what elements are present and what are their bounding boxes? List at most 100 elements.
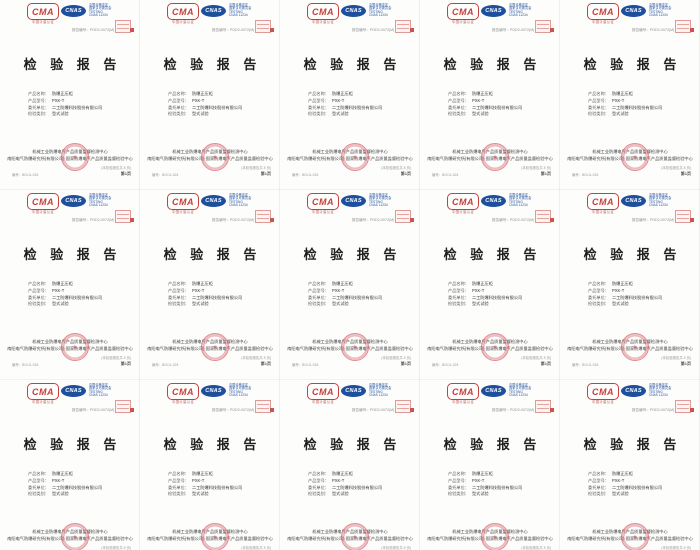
- field-row-product-model: 产品型号： PXK-T: [308, 478, 382, 485]
- cnas-line: 中国合格评定: [369, 383, 389, 387]
- footer-institution-line2: 南阳电气防爆研究所(有限公司)·国家防爆电气产品质量监督检验中心: [427, 156, 553, 161]
- cnas-line: 国家认可委员会: [89, 6, 112, 11]
- field-row-client: 委托单位： 二工防爆科技股份有限公司: [168, 295, 242, 302]
- field-label: 检验类别：: [588, 491, 609, 497]
- report-number: 报告编号：PGD2-0072(M): [492, 218, 535, 222]
- field-value: PXK-T: [471, 97, 485, 103]
- field-label: 委托单位：: [588, 484, 609, 490]
- field-row-product-name: 产品名称： 防爆正压柜: [28, 471, 102, 478]
- report-title: 检 验 报 告: [443, 247, 542, 262]
- field-value: PXK-T: [611, 97, 625, 103]
- field-value: 防爆正压柜: [191, 471, 213, 476]
- footer-institution-line1: 机械工业防爆电气产品质量监督检测中心: [32, 149, 108, 154]
- footer-institution-line1: 机械工业防爆电气产品质量监督检测中心: [32, 339, 108, 344]
- cnas-line: 国家认可委员会: [649, 6, 672, 11]
- field-value: 防爆正压柜: [471, 281, 493, 286]
- cnas-line: 国家认可委员会: [369, 386, 392, 391]
- field-row-product-model: 产品型号： PXK-T: [448, 98, 522, 105]
- report-title: 检 验 报 告: [163, 247, 262, 262]
- cma-caption: 中国计量认证: [451, 210, 475, 214]
- cnas-line: 国家认可委员会: [509, 196, 532, 201]
- footer-institution-line2: 南阳电气防爆研究所(有限公司)·国家防爆电气产品质量监督检验中心: [567, 156, 693, 161]
- field-row-test-category: 检验类别： 型式试验: [588, 301, 662, 308]
- report-fields: 产品名称： 防爆正压柜 产品型号： PXK-T 委托单位： 二工防爆科技股份有限公司 …: [28, 281, 102, 308]
- field-row-client: 委托单位： 二工防爆科技股份有限公司: [28, 295, 102, 302]
- field-label: 产品名称：: [448, 471, 469, 476]
- footer-institution-line1: 机械工业防爆电气产品质量监督检测中心: [172, 529, 248, 534]
- field-label: 检验类别：: [168, 111, 189, 117]
- report-title: 检 验 报 告: [163, 57, 262, 72]
- cma-caption: 中国计量认证: [451, 20, 475, 24]
- field-value: 防爆正压柜: [471, 91, 493, 96]
- field-label: 委托单位：: [28, 484, 49, 490]
- field-value: 防爆正压柜: [331, 91, 353, 96]
- cnas-line: 中国合格评定: [509, 3, 529, 7]
- cnas-line: 中国合格评定: [89, 193, 109, 197]
- cnas-logo-icon: CNAS: [341, 195, 366, 207]
- cnas-line: 中国合格评定: [89, 383, 109, 387]
- field-label: 产品型号：: [308, 97, 329, 103]
- field-label: 产品名称：: [308, 471, 329, 476]
- report-cover-thumbnail: CMA 中国计量认证 CNAS 中国合格评定 国家认可委员会 TESTING C…: [420, 190, 560, 380]
- field-label: 产品名称：: [168, 281, 189, 286]
- report-fields: 产品名称： 防爆正压柜 产品型号： PXK-T 委托单位： 二工防爆科技股份有限公司 …: [168, 281, 242, 308]
- cma-logo-icon: CMA: [447, 193, 479, 210]
- footer-institution-line1: 机械工业防爆电气产品质量监督检测中心: [592, 149, 668, 154]
- field-value: 型式试验: [191, 111, 209, 117]
- field-row-client: 委托单位： 二工防爆科技股份有限公司: [588, 485, 662, 492]
- cnas-logo-icon: CNAS: [61, 195, 86, 207]
- cma-logo-icon: CMA: [307, 3, 339, 20]
- field-row-test-category: 检验类别： 型式试验: [308, 111, 382, 118]
- footer-institution-line2: 南阳电气防爆研究所(有限公司)·国家防爆电气产品质量监督检验中心: [567, 536, 693, 541]
- field-row-product-model: 产品型号： PXK-T: [588, 98, 662, 105]
- field-value: PXK-T: [471, 287, 485, 293]
- cnas-line: CNAS L1234: [369, 13, 388, 18]
- field-row-client: 委托单位： 二工防爆科技股份有限公司: [448, 485, 522, 492]
- field-row-client: 委托单位： 二工防爆科技股份有限公司: [588, 105, 662, 112]
- footnote-page-number: 第1页: [260, 361, 271, 366]
- field-label: 产品型号：: [168, 477, 189, 483]
- field-row-client: 委托单位： 二工防爆科技股份有限公司: [308, 105, 382, 112]
- field-value: 二工防爆科技股份有限公司: [51, 104, 103, 110]
- field-row-test-category: 检验类别： 型式试验: [28, 491, 102, 498]
- field-value: 二工防爆科技股份有限公司: [471, 104, 523, 110]
- report-number: 报告编号：PGD2-0072(M): [212, 408, 255, 412]
- field-value: 型式试验: [331, 491, 349, 497]
- field-label: 产品名称：: [308, 91, 329, 96]
- footnote-pages: (本检验报告共 8 页): [521, 166, 551, 170]
- footnote-page-number: 第1页: [540, 361, 551, 366]
- controlled-document-stamp-icon: [395, 210, 414, 223]
- cma-caption: 中国计量认证: [171, 400, 195, 404]
- cnas-accreditation-text: 中国合格评定 国家认可委员会 TESTING CNAS L1234: [229, 3, 251, 18]
- cnas-line: CNAS L1234: [89, 203, 108, 208]
- field-row-product-model: 产品型号： PXK-T: [168, 288, 242, 295]
- field-label: 委托单位：: [308, 294, 329, 300]
- cnas-line: 国家认可委员会: [89, 196, 112, 201]
- report-fields: 产品名称： 防爆正压柜 产品型号： PXK-T 委托单位： 二工防爆科技股份有限公司 …: [308, 281, 382, 308]
- field-value: 型式试验: [191, 301, 209, 307]
- field-label: 委托单位：: [448, 484, 469, 490]
- cma-caption: 中国计量认证: [31, 210, 55, 214]
- footnote-pages: (本检验报告共 8 页): [241, 546, 271, 550]
- cnas-line: 中国合格评定: [649, 3, 669, 7]
- report-number: 报告编号：PGD2-0072(M): [632, 408, 675, 412]
- field-row-client: 委托单位： 二工防爆科技股份有限公司: [308, 485, 382, 492]
- footer-institution-line1: 机械工业防爆电气产品质量监督检测中心: [312, 529, 388, 534]
- field-value: 防爆正压柜: [51, 91, 73, 96]
- field-row-test-category: 检验类别： 型式试验: [588, 491, 662, 498]
- cnas-line: TESTING: [649, 9, 663, 14]
- controlled-document-stamp-icon: [675, 210, 694, 223]
- field-value: 二工防爆科技股份有限公司: [331, 484, 383, 490]
- cnas-line: 中国合格评定: [369, 193, 389, 197]
- report-title: 检 验 报 告: [443, 57, 542, 72]
- field-label: 委托单位：: [448, 104, 469, 110]
- cnas-line: 中国合格评定: [369, 3, 389, 7]
- field-label: 检验类别：: [308, 301, 329, 307]
- cnas-accreditation-text: 中国合格评定 国家认可委员会 TESTING CNAS L1234: [89, 3, 112, 18]
- report-number: 报告编号：PGD2-0072(M): [492, 408, 535, 412]
- field-value: 防爆正压柜: [191, 281, 213, 286]
- cnas-line: TESTING: [649, 199, 663, 204]
- cnas-line: TESTING: [229, 9, 243, 14]
- field-row-product-name: 产品名称： 防爆正压柜: [168, 471, 242, 478]
- cnas-line: 国家认可委员会: [649, 196, 672, 201]
